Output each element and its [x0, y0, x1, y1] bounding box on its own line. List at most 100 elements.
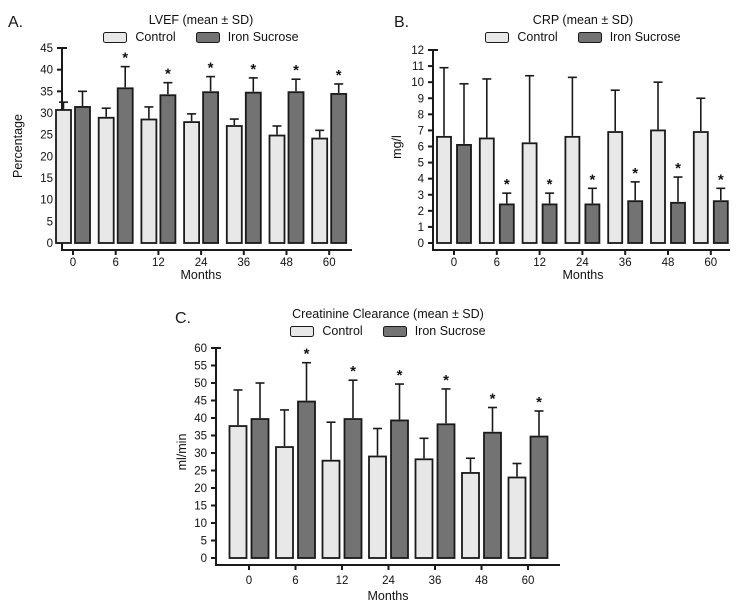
bar-iron-sucrose-month-6 [498, 203, 515, 244]
significance-asterisk-month-12: * [165, 66, 171, 83]
x-tick-label: 0 [451, 257, 457, 269]
figure-panel-crp: B. CRP (mean ± SD) Control Iron Sucrose … [374, 0, 748, 298]
y-tick-label: 7 [418, 125, 424, 137]
y-tick-label: 20 [194, 483, 207, 495]
figure-panel-creatinine-clearance: C. Creatinine Clearance (mean ± SD) Cont… [150, 298, 598, 612]
legend-label-iron-sucrose: Iron Sucrose [227, 30, 299, 44]
x-tick-label: 48 [475, 575, 488, 587]
y-tick-label: 4 [418, 174, 425, 186]
significance-asterisk-month-24: * [397, 367, 403, 384]
x-tick-label: 6 [112, 257, 118, 269]
bar-iron-sucrose-month-36 [436, 423, 456, 559]
x-tick-label: 0 [246, 575, 252, 587]
bar-control-month-0 [55, 109, 72, 244]
y-tick-label: 35 [194, 431, 207, 443]
y-tick-label: 55 [194, 361, 207, 373]
legend-label-iron-sucrose: Iron Sucrose [414, 324, 486, 338]
control-swatch-icon [485, 31, 510, 43]
bar-iron-sucrose-month-6 [116, 87, 134, 244]
significance-asterisk-month-36: * [632, 165, 638, 182]
bar-iron-sucrose-month-36 [627, 200, 644, 244]
figure-panel-lvef: A. LVEF (mean ± SD) Control Iron Sucrose… [0, 0, 374, 298]
plot-area-creatinine: 0 5 10 15 20 25 30 35 40 45 50 55 60 0 6 * 12 * 24 * 36 * 48 * 6… [194, 343, 560, 587]
significance-asterisk-month-60: * [336, 67, 342, 84]
significance-asterisk-month-24: * [589, 171, 595, 188]
bar-control-month-48 [268, 134, 286, 244]
x-tick-label: 6 [292, 575, 298, 587]
y-tick-label: 15 [194, 501, 207, 513]
significance-asterisk-month-6: * [504, 176, 510, 193]
significance-asterisk-month-12: * [350, 363, 356, 380]
bar-control-month-0 [436, 135, 452, 244]
x-tick-label: 48 [662, 257, 675, 269]
bar-iron-sucrose-month-60 [330, 93, 348, 244]
chart-title-creatinine: Creatinine Clearance (mean ± SD) [292, 307, 484, 321]
x-tick-label: 12 [336, 575, 349, 587]
y-tick-label: 30 [40, 108, 53, 120]
bar-control-month-12 [140, 118, 158, 244]
bar-control-month-48 [461, 472, 480, 559]
bar-iron-sucrose-month-24 [390, 419, 409, 559]
y-tick-label: 12 [411, 45, 424, 57]
control-swatch-icon [290, 325, 315, 337]
significance-asterisk-month-6: * [122, 50, 128, 67]
bar-iron-sucrose-month-24 [584, 203, 601, 244]
bar-control-month-6 [97, 116, 115, 244]
y-tick-label: 45 [194, 396, 207, 408]
x-tick-label: 24 [576, 257, 589, 269]
legend-label-control: Control [517, 30, 558, 44]
significance-asterisk-month-60: * [718, 171, 724, 188]
bar-control-month-24 [368, 455, 387, 559]
significance-asterisk-month-48: * [675, 160, 681, 177]
y-tick-label: 3 [418, 190, 424, 202]
legend-crp: Control Iron Sucrose [403, 30, 748, 44]
significance-asterisk-month-6: * [304, 346, 310, 363]
x-tick-label: 60 [704, 257, 717, 269]
y-tick-label: 15 [40, 173, 53, 185]
y-tick-label: 5 [418, 158, 424, 170]
legend-item-iron-sucrose: Iron Sucrose [195, 30, 299, 44]
legend-label-control: Control [135, 30, 176, 44]
bar-iron-sucrose-month-12 [159, 94, 177, 244]
y-tick-label: 10 [411, 77, 424, 89]
significance-asterisk-month-36: * [250, 61, 256, 78]
chart-title-crp: CRP (mean ± SD) [532, 13, 634, 27]
y-tick-label: 45 [40, 43, 53, 55]
y-tick-label: 60 [194, 343, 207, 355]
significance-asterisk-month-48: * [293, 62, 299, 79]
y-tick-label: 25 [194, 466, 207, 478]
chart-header-creatinine: Creatinine Clearance (mean ± SD) Control… [208, 307, 568, 338]
iron-sucrose-swatch-icon [382, 325, 407, 337]
legend-item-iron-sucrose: Iron Sucrose [577, 30, 681, 44]
legend-item-iron-sucrose: Iron Sucrose [382, 324, 486, 338]
y-tick-label: 5 [47, 216, 53, 228]
y-tick-label: 25 [40, 130, 53, 142]
x-tick-label: 36 [619, 257, 632, 269]
bar-control-month-12 [521, 142, 538, 244]
bar-control-month-0 [228, 425, 248, 559]
legend-item-control: Control [485, 30, 558, 44]
bar-control-month-36 [607, 131, 624, 244]
x-tick-label: 36 [429, 575, 442, 587]
y-tick-label: 20 [40, 151, 53, 163]
significance-asterisk-month-24: * [208, 60, 214, 77]
bar-iron-sucrose-month-48 [670, 201, 686, 244]
bar-control-month-36 [414, 458, 434, 559]
y-tick-label: 6 [418, 142, 424, 154]
bar-iron-sucrose-month-12 [541, 203, 558, 244]
y-tick-label: 5 [201, 536, 207, 548]
bar-iron-sucrose-month-24 [202, 91, 220, 244]
bar-control-month-60 [507, 476, 527, 559]
bar-control-month-6 [275, 446, 294, 559]
control-swatch-icon [103, 31, 128, 43]
x-tick-label: 36 [237, 257, 250, 269]
y-tick-label: 1 [418, 222, 424, 234]
y-tick-label: 11 [412, 61, 424, 73]
panel-label-b: B. [394, 14, 410, 31]
significance-asterisk-month-36: * [443, 372, 449, 389]
y-tick-label: 40 [194, 413, 207, 425]
bar-iron-sucrose-month-6 [297, 400, 316, 559]
significance-asterisk-month-60: * [536, 394, 542, 411]
chart-title-lvef: LVEF (mean ± SD) [148, 13, 254, 27]
